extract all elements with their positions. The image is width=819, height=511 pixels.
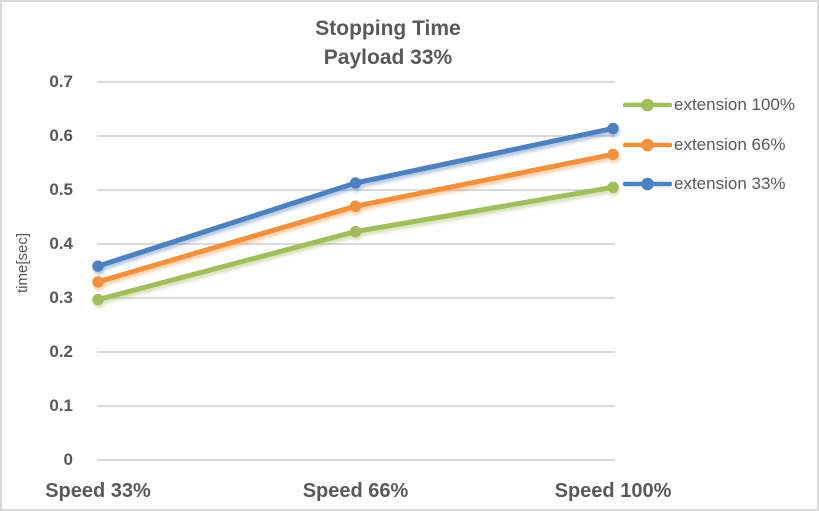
y-tick-label-0.1: 0.1 — [49, 396, 73, 415]
x-tick-label-3: Speed 100% — [554, 480, 672, 502]
data-point — [92, 260, 104, 272]
y-tick-label-0.7: 0.7 — [49, 72, 73, 91]
y-tick-label-0.5: 0.5 — [49, 180, 73, 199]
y-tick-label-0.3: 0.3 — [49, 288, 73, 307]
legend-marker-icon — [623, 177, 672, 191]
legend-marker-icon — [623, 138, 672, 151]
legend-label: extension 33% — [674, 174, 786, 193]
chart-title-line1: Stopping Time — [315, 17, 461, 40]
data-point — [92, 293, 104, 306]
chart-title: Stopping Time Payload 33% — [2, 14, 774, 72]
y-tick-label-0.2: 0.2 — [49, 342, 73, 361]
y-tick-label-0.4: 0.4 — [49, 234, 73, 253]
x-tick-label-1: Speed 33% — [45, 480, 151, 502]
series-extension-66- — [92, 148, 619, 288]
data-point — [349, 225, 362, 238]
legend-item-extension-33-: extension 33% — [623, 164, 786, 204]
x-tick-label-2: Speed 66% — [302, 480, 409, 502]
series-extension-33- — [92, 122, 619, 272]
data-point — [607, 148, 619, 161]
legend-marker-icon — [623, 98, 672, 112]
legend-item-extension-66-: extension 66% — [623, 125, 786, 165]
legend-label: extension 66% — [674, 134, 786, 154]
y-tick-label-0.6: 0.6 — [49, 126, 73, 145]
data-point — [349, 200, 362, 212]
legend-label: extension 100% — [674, 95, 795, 114]
data-point — [607, 122, 619, 135]
data-point — [607, 181, 619, 193]
series-extension-100- — [92, 181, 619, 306]
data-point — [92, 276, 104, 288]
data-point — [349, 177, 362, 189]
y-tick-label-0: 0 — [63, 450, 73, 469]
legend-item-extension-100-: extension 100% — [623, 85, 795, 125]
chart-title-line2: Payload 33% — [323, 46, 453, 69]
